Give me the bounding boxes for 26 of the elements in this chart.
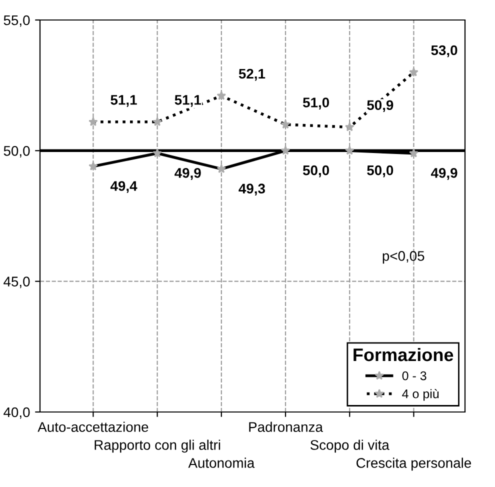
data-label: 51,0 — [302, 98, 330, 110]
legend-label: 4 o più — [402, 388, 439, 401]
data-label: 50,0 — [367, 165, 394, 178]
x-tick-label: Autonomia — [188, 458, 255, 468]
y-tick-label: 40,0 — [4, 407, 30, 419]
y-tick-label: 45,0 — [4, 276, 30, 288]
x-tick-label: Scopo di vita — [310, 440, 390, 453]
data-label: 49,3 — [238, 184, 265, 196]
data-label: 52,1 — [238, 68, 266, 81]
annotation: p<0,05 — [382, 251, 424, 264]
x-tick-label: Padronanza — [249, 422, 323, 432]
data-label: 49,9 — [174, 168, 201, 180]
data-label: 53,0 — [431, 45, 458, 58]
legend-title: Formazione — [354, 348, 454, 362]
legend-label: 0 - 3 — [402, 371, 426, 380]
data-label: 51,1 — [110, 95, 137, 107]
x-tick-label: Crescita personale — [356, 458, 472, 471]
y-tick-label: 50,0 — [4, 146, 30, 158]
y-tick-label: 55,0 — [4, 15, 30, 27]
data-label: 50,0 — [302, 165, 330, 178]
data-label: 49,9 — [430, 168, 458, 180]
data-label: 50,9 — [367, 100, 394, 112]
data-label: 49,4 — [110, 181, 138, 193]
x-tick-label: Rapporto con gli altri — [94, 440, 220, 453]
data-label: 51,1 — [174, 95, 201, 107]
x-tick-label: Auto-accettazione — [38, 422, 148, 432]
